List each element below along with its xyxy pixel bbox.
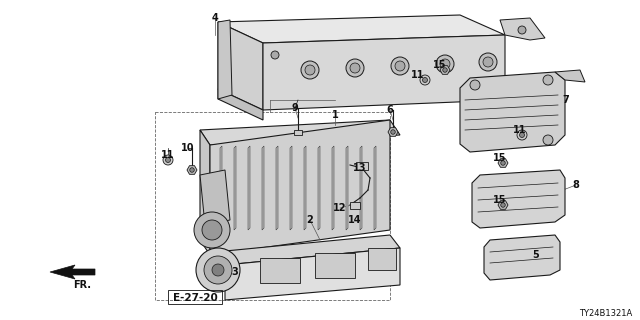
Text: 15: 15 bbox=[493, 195, 507, 205]
Circle shape bbox=[204, 256, 232, 284]
Text: 9: 9 bbox=[292, 103, 298, 113]
Text: FR.: FR. bbox=[73, 280, 91, 290]
Text: 11: 11 bbox=[513, 125, 527, 135]
Circle shape bbox=[194, 212, 230, 248]
Circle shape bbox=[470, 80, 480, 90]
Polygon shape bbox=[346, 146, 348, 230]
Polygon shape bbox=[460, 72, 565, 152]
Polygon shape bbox=[210, 120, 390, 255]
Circle shape bbox=[346, 59, 364, 77]
Polygon shape bbox=[484, 235, 560, 280]
Polygon shape bbox=[498, 201, 508, 209]
Polygon shape bbox=[200, 170, 230, 225]
Polygon shape bbox=[332, 146, 334, 230]
Text: E-27-20: E-27-20 bbox=[173, 293, 218, 303]
Polygon shape bbox=[388, 128, 398, 136]
Circle shape bbox=[391, 130, 396, 134]
Polygon shape bbox=[360, 146, 362, 230]
Circle shape bbox=[500, 203, 505, 207]
Polygon shape bbox=[218, 20, 232, 99]
Circle shape bbox=[395, 61, 405, 71]
Circle shape bbox=[189, 168, 195, 172]
Text: 14: 14 bbox=[348, 215, 362, 225]
Text: 3: 3 bbox=[232, 267, 238, 277]
Polygon shape bbox=[304, 146, 306, 230]
Text: 15: 15 bbox=[493, 153, 507, 163]
Circle shape bbox=[543, 75, 553, 85]
Bar bbox=[294, 130, 302, 135]
Circle shape bbox=[420, 75, 430, 85]
Circle shape bbox=[391, 57, 409, 75]
Bar bbox=[368, 248, 396, 270]
Polygon shape bbox=[555, 70, 585, 82]
Text: 15: 15 bbox=[433, 60, 447, 70]
Circle shape bbox=[543, 135, 553, 145]
Text: 8: 8 bbox=[573, 180, 579, 190]
Polygon shape bbox=[218, 89, 263, 120]
Polygon shape bbox=[290, 146, 292, 230]
Polygon shape bbox=[498, 159, 508, 167]
Polygon shape bbox=[248, 146, 250, 230]
Polygon shape bbox=[200, 130, 210, 255]
Circle shape bbox=[483, 57, 493, 67]
Circle shape bbox=[518, 26, 526, 34]
Text: 11: 11 bbox=[412, 70, 425, 80]
Polygon shape bbox=[318, 146, 320, 230]
Text: 10: 10 bbox=[181, 143, 195, 153]
Circle shape bbox=[422, 77, 428, 83]
Polygon shape bbox=[263, 35, 505, 110]
Circle shape bbox=[202, 220, 222, 240]
Circle shape bbox=[500, 161, 505, 165]
Polygon shape bbox=[374, 146, 376, 230]
Polygon shape bbox=[218, 15, 505, 43]
Polygon shape bbox=[218, 22, 263, 110]
Circle shape bbox=[436, 55, 454, 73]
Text: TY24B1321A: TY24B1321A bbox=[579, 309, 632, 318]
Bar bbox=[260, 258, 300, 283]
Bar bbox=[168, 290, 222, 304]
Circle shape bbox=[350, 63, 360, 73]
Circle shape bbox=[301, 61, 319, 79]
Bar bbox=[350, 202, 360, 209]
Polygon shape bbox=[276, 146, 278, 230]
Text: 7: 7 bbox=[563, 95, 570, 105]
Circle shape bbox=[479, 53, 497, 71]
Polygon shape bbox=[215, 235, 400, 265]
Polygon shape bbox=[262, 146, 264, 230]
Bar bbox=[315, 253, 355, 278]
Polygon shape bbox=[225, 248, 400, 300]
Circle shape bbox=[440, 59, 450, 69]
Polygon shape bbox=[472, 170, 565, 228]
Circle shape bbox=[271, 51, 279, 59]
Circle shape bbox=[163, 155, 173, 165]
Text: 5: 5 bbox=[532, 250, 540, 260]
Polygon shape bbox=[220, 146, 222, 230]
Circle shape bbox=[517, 130, 527, 140]
Circle shape bbox=[212, 264, 224, 276]
Text: 2: 2 bbox=[307, 215, 314, 225]
Circle shape bbox=[443, 68, 447, 72]
Polygon shape bbox=[440, 66, 450, 74]
Polygon shape bbox=[234, 146, 236, 230]
Circle shape bbox=[305, 65, 315, 75]
Circle shape bbox=[166, 157, 170, 163]
Text: 1: 1 bbox=[332, 110, 339, 120]
Text: 13: 13 bbox=[353, 163, 367, 173]
Text: 12: 12 bbox=[333, 203, 347, 213]
Text: 11: 11 bbox=[161, 150, 175, 160]
Circle shape bbox=[196, 248, 240, 292]
Polygon shape bbox=[500, 18, 545, 40]
Text: 6: 6 bbox=[387, 105, 394, 115]
Polygon shape bbox=[187, 166, 197, 174]
Circle shape bbox=[520, 132, 525, 138]
Bar bbox=[356, 162, 368, 170]
Text: 4: 4 bbox=[212, 13, 218, 23]
Polygon shape bbox=[50, 265, 95, 279]
Polygon shape bbox=[200, 120, 400, 145]
